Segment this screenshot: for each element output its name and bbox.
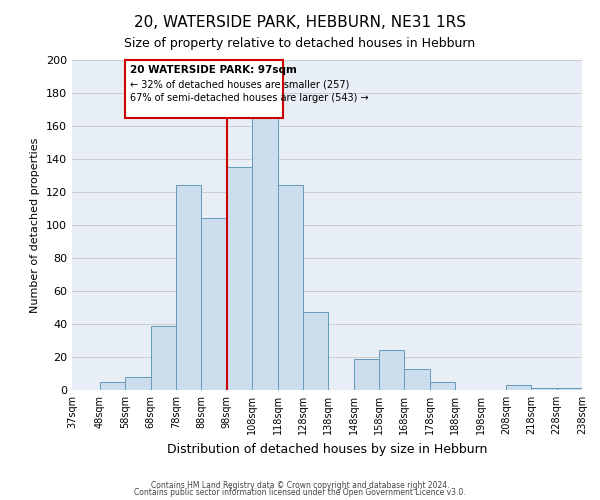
Text: Contains HM Land Registry data © Crown copyright and database right 2024.: Contains HM Land Registry data © Crown c… bbox=[151, 480, 449, 490]
Y-axis label: Number of detached properties: Number of detached properties bbox=[31, 138, 40, 312]
Text: 20 WATERSIDE PARK: 97sqm: 20 WATERSIDE PARK: 97sqm bbox=[130, 65, 297, 75]
Bar bbox=[125, 377, 151, 390]
Bar bbox=[227, 167, 252, 390]
Bar bbox=[100, 382, 125, 390]
Bar bbox=[379, 350, 404, 390]
Bar bbox=[557, 388, 582, 390]
Bar bbox=[430, 382, 455, 390]
Bar bbox=[506, 385, 531, 390]
Text: ← 32% of detached houses are smaller (257): ← 32% of detached houses are smaller (25… bbox=[130, 80, 350, 90]
Text: 67% of semi-detached houses are larger (543) →: 67% of semi-detached houses are larger (… bbox=[130, 93, 369, 103]
Bar bbox=[353, 358, 379, 390]
Bar bbox=[252, 118, 278, 390]
Bar bbox=[176, 186, 202, 390]
Bar bbox=[202, 218, 227, 390]
FancyBboxPatch shape bbox=[125, 60, 283, 118]
Text: Size of property relative to detached houses in Hebburn: Size of property relative to detached ho… bbox=[124, 38, 476, 51]
Bar bbox=[303, 312, 328, 390]
Bar bbox=[404, 368, 430, 390]
Bar bbox=[278, 186, 303, 390]
X-axis label: Distribution of detached houses by size in Hebburn: Distribution of detached houses by size … bbox=[167, 442, 487, 456]
Bar bbox=[151, 326, 176, 390]
Text: Contains public sector information licensed under the Open Government Licence v3: Contains public sector information licen… bbox=[134, 488, 466, 497]
Bar bbox=[531, 388, 557, 390]
Text: 20, WATERSIDE PARK, HEBBURN, NE31 1RS: 20, WATERSIDE PARK, HEBBURN, NE31 1RS bbox=[134, 15, 466, 30]
